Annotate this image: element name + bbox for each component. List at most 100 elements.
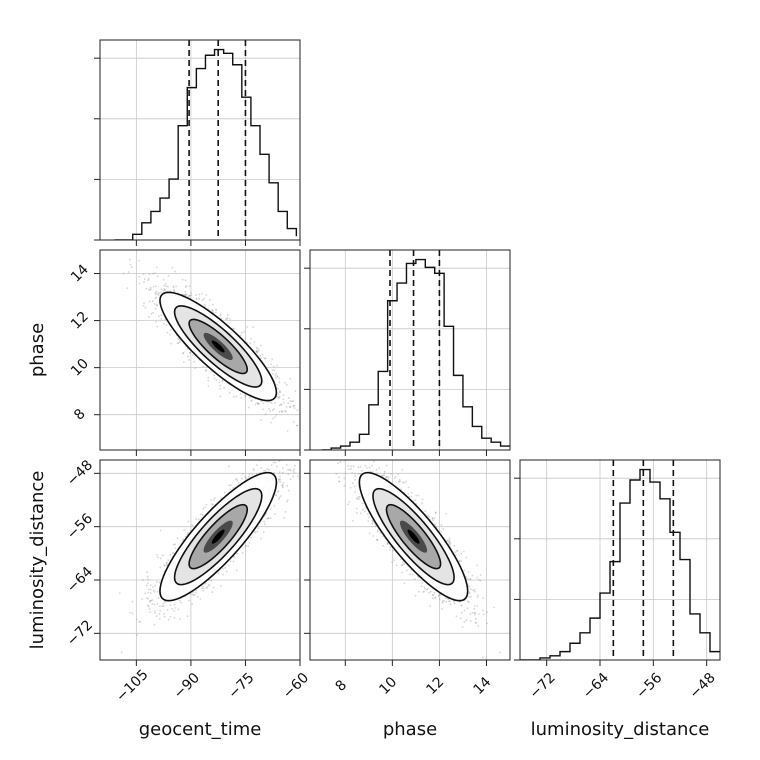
scatter-point (257, 350, 259, 353)
scatter-point (153, 623, 156, 626)
scatter-point (155, 615, 158, 617)
scatter-point (195, 298, 198, 301)
scatter-point (148, 273, 151, 275)
scatter-point (152, 586, 154, 589)
scatter-point (150, 312, 153, 315)
scatter-point (241, 473, 244, 475)
contour-line-0 (159, 291, 278, 402)
scatter-point (147, 278, 150, 280)
scatter-point (275, 377, 278, 379)
scatter-point (282, 401, 285, 404)
scatter-point (373, 460, 375, 463)
scatter-point (150, 599, 153, 602)
scatter-point (302, 399, 304, 401)
scatter-point (165, 561, 168, 564)
scatter-point (164, 318, 167, 321)
scatter-point (274, 374, 277, 377)
scatter-point (422, 591, 424, 593)
scatter-point (147, 578, 150, 581)
scatter-point (171, 266, 174, 269)
scatter-point (276, 364, 279, 367)
scatter-point (184, 294, 186, 297)
scatter-point (263, 523, 266, 526)
scatter-point (162, 602, 165, 605)
scatter-point (278, 396, 281, 398)
scatter-point (165, 563, 168, 566)
density-fill-core (211, 529, 225, 544)
scatter-point (383, 470, 386, 473)
scatter-point (239, 392, 242, 395)
scatter-point (215, 379, 218, 382)
scatter-point (195, 297, 198, 300)
scatter-point (180, 601, 182, 604)
scatter-point (235, 569, 238, 572)
scatter-point (437, 594, 440, 597)
histogram-geocent_time (114, 48, 298, 240)
scatter-point (228, 484, 231, 487)
scatter-point (200, 292, 203, 295)
scatter-point (192, 354, 194, 357)
scatter-point (245, 545, 248, 548)
scatter-point (448, 543, 450, 545)
scatter-point (155, 304, 158, 307)
scatter-point (278, 478, 281, 481)
scatter-point (286, 484, 289, 487)
scatter-point (161, 605, 163, 607)
scatter-point (222, 567, 224, 570)
scatter-point (155, 296, 158, 299)
scatter-point (157, 294, 160, 297)
scatter-point (239, 334, 242, 337)
scatter-point (277, 393, 280, 395)
scatter-point (166, 331, 169, 334)
scatter-point (254, 403, 257, 406)
scatter-point (282, 398, 285, 401)
scatter-point (156, 590, 159, 593)
scatter-point (284, 410, 286, 412)
scatter-point (163, 564, 166, 567)
scatter-point (212, 303, 214, 306)
scatter-point (246, 326, 249, 328)
scatter-point (177, 608, 180, 611)
scatter-point (159, 609, 162, 612)
scatter-point (338, 480, 341, 483)
scatter-point (174, 606, 177, 609)
scatter-point (270, 421, 272, 424)
scatter-point (163, 564, 166, 567)
scatter-point (367, 513, 369, 515)
ytick-label-phase-3: 14 (68, 262, 92, 286)
scatter-point (156, 304, 158, 307)
scatter-point (149, 584, 152, 587)
scatter-point (403, 481, 405, 484)
panel-frame (99, 459, 301, 661)
scatter-point (476, 596, 479, 599)
scatter-point (159, 529, 162, 532)
scatter-point (160, 288, 163, 291)
scatter-point (163, 615, 166, 618)
scatter-point (289, 468, 291, 471)
scatter-point (226, 314, 229, 316)
panel-luminosity_distance-phase: 8 10 12 14 (304, 459, 511, 698)
scatter-point (160, 318, 163, 320)
scatter-point (215, 309, 217, 312)
scatter-point (126, 287, 129, 290)
scatter-point (164, 289, 167, 292)
scatter-point (262, 408, 264, 411)
scatter-point (204, 369, 207, 372)
scatter-point (252, 326, 255, 328)
scatter-point (493, 606, 496, 609)
scatter-point (191, 603, 194, 605)
scatter-point (260, 419, 262, 422)
scatter-point (278, 480, 280, 483)
scatter-point (372, 535, 375, 537)
scatter-point (192, 594, 195, 597)
scatter-point (152, 311, 155, 314)
scatter-point (274, 416, 276, 419)
scatter-point (155, 266, 158, 269)
scatter-point (163, 288, 166, 290)
scatter-point (189, 351, 192, 354)
scatter-point (240, 331, 243, 334)
scatter-point (277, 396, 280, 399)
scatter-point (257, 402, 259, 405)
scatter-point (270, 363, 273, 366)
scatter-point (147, 288, 150, 291)
